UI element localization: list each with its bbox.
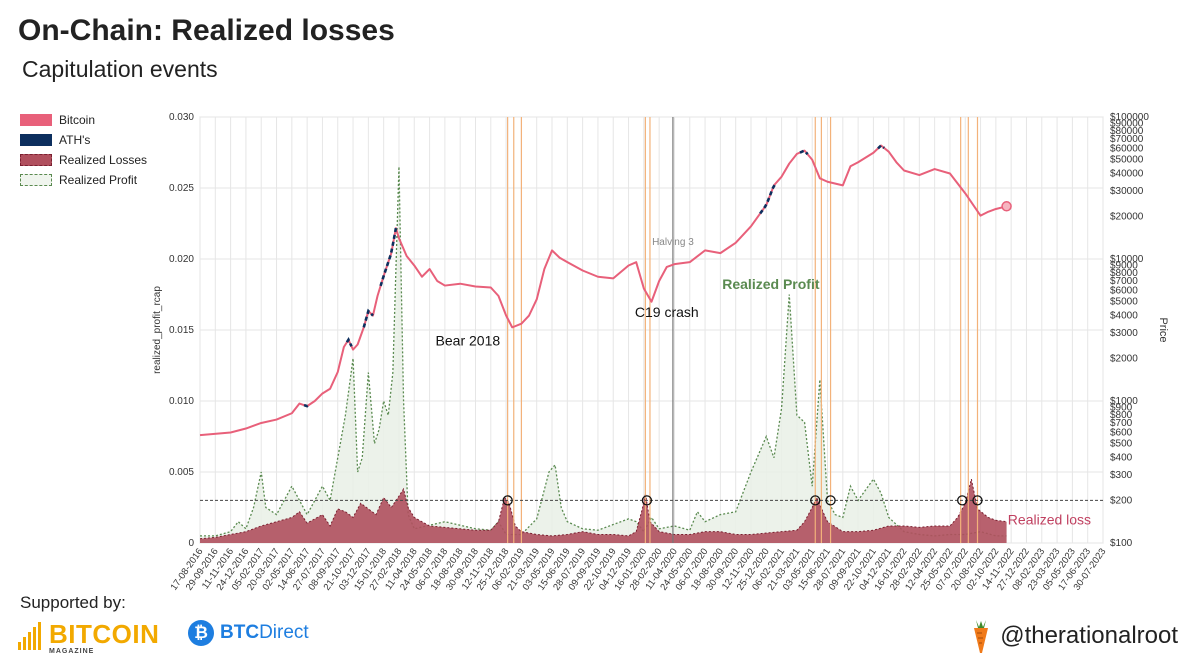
y-right-tick-label: $400 [1110, 453, 1133, 464]
author-handle-text: @therationalroot [1000, 622, 1178, 649]
ath-segment [303, 403, 310, 408]
legend-label-ath: ATH's [59, 133, 91, 147]
ath-segment [799, 149, 809, 156]
y-left-tick-label: 0.015 [169, 325, 194, 336]
legend-label-realized-profit: Realized Profit [59, 173, 138, 187]
y-left-tick-label: 0.025 [169, 183, 194, 194]
y-right-tick-label: $50000 [1110, 155, 1144, 166]
y-right-tick-label: $6000 [1110, 286, 1138, 297]
page-subtitle: Capitulation events [22, 56, 218, 82]
y-right-tick-label: $200 [1110, 495, 1133, 506]
realized-profit-line [200, 166, 1007, 537]
y-left-tick-label: 0.010 [169, 396, 194, 407]
legend-swatch-realized-losses [20, 154, 52, 166]
y-right-tick-label: $5000 [1110, 297, 1138, 308]
chart-annotation: Realized loss [1008, 512, 1091, 528]
capitulation-event-marker [641, 495, 653, 506]
y-right-tick-label: $100000 [1110, 112, 1149, 123]
legend-item-realized-profit[interactable]: Realized Profit [20, 170, 147, 190]
y-right-tick-label: $3000 [1110, 328, 1138, 339]
y-right-tick-label: $40000 [1110, 169, 1144, 180]
legend-swatch-realized-profit [20, 174, 52, 186]
y-right-tick-label: $90000 [1110, 118, 1144, 129]
legend-label-realized-losses: Realized Losses [59, 153, 148, 167]
y-right-tick-label: $300 [1110, 470, 1133, 481]
ath-segment [379, 227, 398, 287]
y-left-tick-label: 0.030 [169, 112, 194, 123]
y-right-tick-label: $70000 [1110, 134, 1144, 145]
carrot-icon [974, 620, 989, 653]
legend-item-realized-losses[interactable]: Realized Losses [20, 150, 147, 170]
legend-swatch-bitcoin [20, 114, 52, 126]
btcdirect-wordmark-a: BTC [220, 622, 260, 643]
bitcoin-magazine-wordmark: BITCOIN [49, 619, 160, 649]
realized-losses-line [199, 478, 1007, 540]
y-left-tick-label: 0.020 [169, 254, 194, 265]
bitcoin-magazine-subtext: MAGAZINE [49, 648, 95, 655]
legend-item-bitcoin[interactable]: Bitcoin [20, 110, 147, 130]
chart-annotation: Realized Profit [722, 276, 820, 292]
ath-segment [345, 337, 353, 347]
btcdirect-wordmark-b: Direct [259, 622, 309, 643]
y-right-tick-label: $500 [1110, 439, 1133, 450]
y-right-tick-label: $10000 [1110, 254, 1144, 265]
realized-losses-chart: 0 0.005 0.010 0.015 0.020 0.025 0.030 $100 $200 $… [152, 112, 1169, 593]
capitulation-event-marker [502, 495, 513, 506]
capitulation-event-marker [810, 495, 821, 506]
y-right-tick-label: $2000 [1110, 353, 1138, 364]
y-right-tick-label: $100 [1110, 538, 1133, 549]
capitulation-event-marker [825, 495, 836, 506]
bitcoin-magazine-logo: BITCOIN MAGAZINE [18, 620, 159, 655]
y-left-tick-label: 0.005 [169, 467, 194, 478]
legend-swatch-ath [20, 134, 52, 146]
realized-profit-area [200, 166, 1007, 543]
y-right-tick-label: $600 [1110, 428, 1133, 439]
y-right-tick-label: $7000 [1110, 276, 1138, 287]
legend-item-ath[interactable]: ATH's [20, 130, 147, 150]
capitulation-event-marker [972, 495, 983, 506]
ath-segment [362, 308, 374, 328]
chart-annotation: Bear 2018 [436, 333, 501, 349]
chart-legend: Bitcoin ATH's Realized Losses Realized P… [20, 110, 147, 190]
y-right-tick-label: $9000 [1110, 260, 1138, 271]
y-right-tick-label: $30000 [1110, 186, 1144, 197]
y-right-tick-label: $800 [1110, 410, 1133, 421]
y-right-tick-label: $20000 [1110, 211, 1144, 222]
legend-label-bitcoin: Bitcoin [59, 113, 96, 127]
page-title: On-Chain: Realized losses [18, 14, 395, 47]
btcdirect-logo: ₿ BTCDirect [188, 620, 309, 646]
btcdirect-coin-icon: ₿ [188, 620, 214, 646]
bitcoin-magazine-bars-icon [18, 622, 43, 650]
capitulation-event-marker [957, 495, 968, 506]
chart-annotation: C19 crash [635, 304, 699, 320]
y-right-tick-label: $4000 [1110, 311, 1138, 322]
supported-by-label: Supported by: [20, 593, 126, 612]
y-left-axis-label: realized_profit_rcap [152, 286, 163, 374]
y-right-tick-label: $80000 [1110, 126, 1144, 137]
y-right-tick-label: $1000 [1110, 396, 1138, 407]
y-right-tick-label: $700 [1110, 418, 1133, 429]
y-right-tick-label: $900 [1110, 402, 1133, 413]
author-handle: @therationalroot [970, 618, 1178, 654]
ath-segment [877, 143, 885, 150]
y-right-tick-label: $8000 [1110, 268, 1138, 279]
y-left-tick-label: 0 [188, 538, 194, 549]
y-right-axis-label: Price [1157, 317, 1169, 342]
y-right-tick-label: $60000 [1110, 144, 1144, 155]
realized-losses-area [200, 479, 1007, 543]
ath-segment [759, 182, 777, 215]
last-price-marker [1001, 201, 1012, 212]
chart-annotation: Halving 3 [652, 237, 694, 248]
